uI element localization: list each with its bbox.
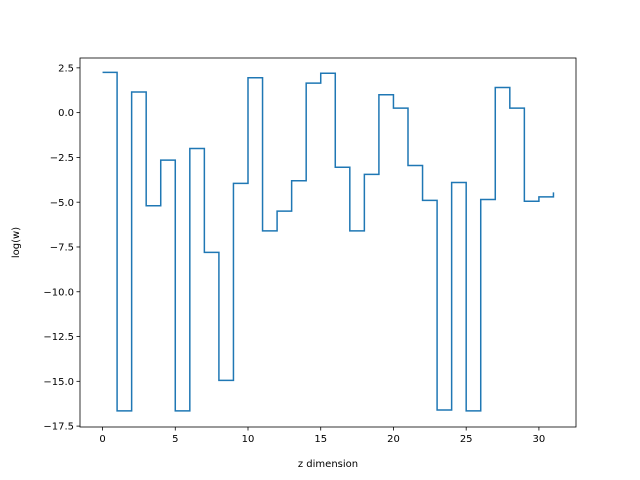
x-tick-label: 10 — [242, 434, 255, 445]
y-tick-label: −2.5 — [50, 153, 74, 164]
x-tick-label: 20 — [387, 434, 400, 445]
y-tick-label: −12.5 — [43, 332, 74, 343]
y-tick-label: −10.0 — [43, 287, 74, 298]
y-tick-label: 2.5 — [58, 63, 74, 74]
x-tick-label: 0 — [99, 434, 105, 445]
x-tick-label: 25 — [460, 434, 473, 445]
y-tick-label: 0.0 — [58, 108, 74, 119]
x-axis-ticks: 0 5 10 15 20 25 30 — [99, 427, 545, 445]
axes-frame — [79, 57, 577, 428]
plot-lines — [102, 71, 555, 412]
x-tick-label: 5 — [172, 434, 178, 445]
y-tick-label: −15.0 — [43, 377, 74, 388]
y-axis-label: log(w) — [11, 227, 22, 258]
x-axis-label: z dimension — [298, 459, 358, 470]
x-tick-label: 15 — [314, 434, 327, 445]
y-axis-ticks: 2.5 0.0 −2.5 −5.0 −7.5 −10.0 −12.5 −15.0 −17.5 — [43, 63, 80, 433]
series-line-0 — [102, 71, 555, 412]
y-tick-label: −7.5 — [50, 243, 74, 254]
y-tick-label: −17.5 — [43, 422, 74, 433]
y-tick-label: −5.0 — [50, 198, 74, 209]
x-tick-label: 30 — [533, 434, 546, 445]
